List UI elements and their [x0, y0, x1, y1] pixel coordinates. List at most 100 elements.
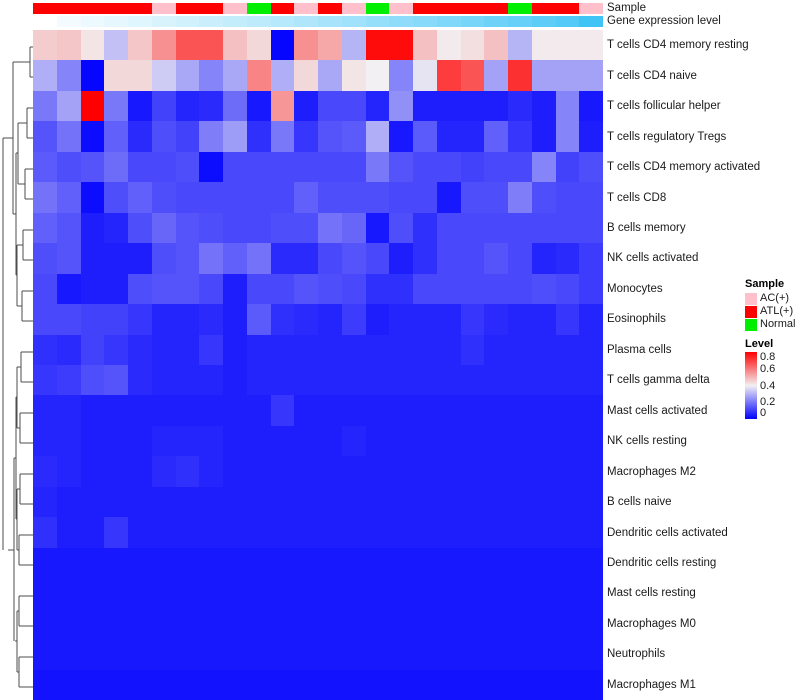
heatmap-cell[interactable]	[365, 60, 390, 91]
heatmap-cell[interactable]	[531, 243, 556, 274]
heatmap-cell[interactable]	[460, 395, 485, 426]
heatmap-cell[interactable]	[531, 212, 556, 244]
sample-annotation-cell[interactable]	[579, 3, 603, 14]
heatmap-cell[interactable]	[413, 212, 437, 244]
sample-annotation-cell[interactable]	[294, 3, 318, 14]
heatmap-cell[interactable]	[318, 395, 342, 426]
heatmap-cell[interactable]	[579, 639, 603, 670]
heatmap-cell[interactable]	[294, 669, 318, 700]
heatmap-cell[interactable]	[270, 151, 295, 183]
heatmap-cell[interactable]	[246, 212, 271, 244]
heatmap-cell[interactable]	[555, 608, 580, 640]
heatmap-cell[interactable]	[318, 578, 342, 609]
gene-expression-annotation-cell[interactable]	[175, 16, 200, 27]
heatmap-cell[interactable]	[80, 456, 105, 487]
legend-item-atl[interactable]: ATL(+)	[745, 305, 800, 318]
heatmap-cell[interactable]	[294, 212, 318, 244]
heatmap-cell[interactable]	[151, 90, 176, 122]
heatmap-cell[interactable]	[508, 395, 532, 426]
heatmap-cell[interactable]	[175, 608, 200, 640]
heatmap-cell[interactable]	[175, 212, 200, 244]
heatmap-cell[interactable]	[199, 334, 223, 365]
heatmap-cell[interactable]	[460, 456, 485, 487]
gene-expression-annotation-cell[interactable]	[246, 16, 271, 27]
sample-annotation-cell[interactable]	[128, 3, 152, 14]
heatmap-cell[interactable]	[579, 334, 603, 365]
heatmap-cell[interactable]	[294, 304, 318, 335]
heatmap-cell[interactable]	[531, 304, 556, 335]
heatmap-cell[interactable]	[104, 547, 128, 579]
heatmap-cell[interactable]	[151, 121, 176, 152]
heatmap-cell[interactable]	[341, 395, 366, 426]
heatmap-cell[interactable]	[270, 212, 295, 244]
heatmap-cell[interactable]	[555, 273, 580, 305]
heatmap-cell[interactable]	[389, 669, 413, 700]
heatmap-cell[interactable]	[56, 182, 81, 213]
heatmap-cell[interactable]	[33, 456, 57, 487]
heatmap-cell[interactable]	[80, 212, 105, 244]
heatmap-cell[interactable]	[436, 486, 461, 518]
heatmap-cell[interactable]	[56, 578, 81, 609]
heatmap-cell[interactable]	[484, 365, 508, 396]
sample-annotation-cell[interactable]	[413, 3, 437, 14]
heatmap-cell[interactable]	[246, 243, 271, 274]
heatmap-cell[interactable]	[555, 517, 580, 548]
heatmap-cell[interactable]	[151, 395, 176, 426]
gene-expression-annotation-cell[interactable]	[579, 16, 603, 27]
heatmap-cell[interactable]	[223, 273, 247, 305]
heatmap-cell[interactable]	[555, 151, 580, 183]
heatmap-cell[interactable]	[56, 425, 81, 457]
sample-annotation-cell[interactable]	[33, 3, 57, 14]
heatmap-cell[interactable]	[365, 608, 390, 640]
gene-expression-annotation-cell[interactable]	[223, 16, 247, 27]
heatmap-cell[interactable]	[175, 395, 200, 426]
heatmap-cell[interactable]	[460, 365, 485, 396]
heatmap-cell[interactable]	[104, 456, 128, 487]
heatmap-cell[interactable]	[508, 212, 532, 244]
heatmap-cell[interactable]	[389, 60, 413, 91]
gene-expression-annotation-cell[interactable]	[460, 16, 485, 27]
heatmap-cell[interactable]	[579, 243, 603, 274]
heatmap-cell[interactable]	[33, 304, 57, 335]
heatmap-cell[interactable]	[33, 486, 57, 518]
heatmap-cell[interactable]	[531, 578, 556, 609]
heatmap-cell[interactable]	[413, 608, 437, 640]
heatmap-cell[interactable]	[460, 639, 485, 670]
heatmap-cell[interactable]	[270, 425, 295, 457]
heatmap-cell[interactable]	[104, 182, 128, 213]
heatmap-cell[interactable]	[484, 395, 508, 426]
heatmap-cell[interactable]	[318, 365, 342, 396]
heatmap-cell[interactable]	[555, 639, 580, 670]
heatmap-cell[interactable]	[365, 151, 390, 183]
heatmap-cell[interactable]	[318, 90, 342, 122]
heatmap-cell[interactable]	[436, 121, 461, 152]
heatmap-cell[interactable]	[199, 395, 223, 426]
heatmap-cell[interactable]	[389, 243, 413, 274]
heatmap-cell[interactable]	[389, 182, 413, 213]
heatmap-cell[interactable]	[33, 517, 57, 548]
sample-annotation-cell[interactable]	[223, 3, 247, 14]
heatmap-cell[interactable]	[199, 547, 223, 579]
gene-expression-annotation-cell[interactable]	[436, 16, 461, 27]
heatmap-cell[interactable]	[33, 608, 57, 640]
gene-expression-annotation-cell[interactable]	[80, 16, 105, 27]
heatmap-cell[interactable]	[80, 608, 105, 640]
heatmap-cell[interactable]	[508, 304, 532, 335]
heatmap-cell[interactable]	[460, 121, 485, 152]
heatmap-cell[interactable]	[104, 304, 128, 335]
sample-annotation-cell[interactable]	[365, 3, 390, 14]
heatmap-cell[interactable]	[413, 395, 437, 426]
heatmap-cell[interactable]	[270, 547, 295, 579]
heatmap-cell[interactable]	[199, 304, 223, 335]
heatmap-cell[interactable]	[175, 639, 200, 670]
heatmap-cell[interactable]	[56, 547, 81, 579]
heatmap-cell[interactable]	[223, 60, 247, 91]
heatmap-cell[interactable]	[223, 334, 247, 365]
heatmap-cell[interactable]	[175, 151, 200, 183]
heatmap-cell[interactable]	[341, 669, 366, 700]
heatmap-cell[interactable]	[341, 60, 366, 91]
heatmap-cell[interactable]	[484, 151, 508, 183]
heatmap-cell[interactable]	[223, 639, 247, 670]
heatmap-cell[interactable]	[413, 425, 437, 457]
heatmap-cell[interactable]	[508, 151, 532, 183]
